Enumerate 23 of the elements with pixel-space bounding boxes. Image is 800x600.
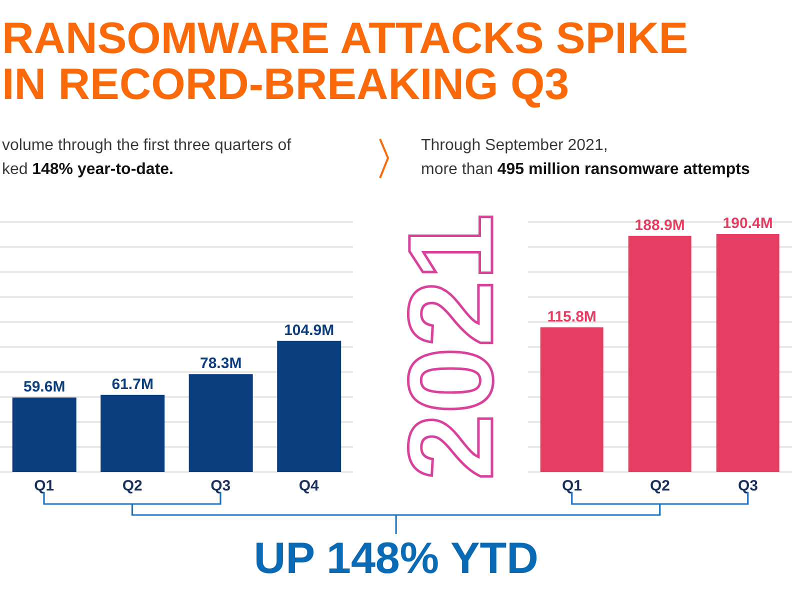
- x-tick-label: Q3: [210, 478, 231, 495]
- data-label: 78.3M: [200, 355, 242, 372]
- text: more than: [421, 161, 494, 178]
- x-tick-label: Q2: [122, 478, 142, 495]
- data-label: 190.4M: [722, 215, 773, 232]
- text: Through September 2021,: [421, 136, 609, 156]
- x-tick-label: Q3: [738, 478, 758, 495]
- x-tick-label: Q1: [562, 478, 582, 495]
- text: 495 million ransomware attempts: [497, 161, 750, 178]
- text: 148% year-to-date.: [32, 161, 174, 178]
- data-label: 61.7M: [112, 376, 154, 393]
- text: UP 148% YTD: [252, 534, 540, 583]
- data-label: 59.6M: [24, 378, 66, 396]
- chart-title: RANSOMWARE ATTACKS SPIKE IN RECORD-BREAKING Q3: [2, 14, 690, 109]
- text: volume through the first three quarters of: [2, 136, 292, 156]
- data-label: 115.8M: [547, 308, 596, 326]
- x-tick-label: Q1: [34, 478, 54, 495]
- data-label: 188.9M: [634, 216, 685, 234]
- data-label: 104.9M: [284, 322, 334, 339]
- x-tick-label: Q2: [650, 478, 670, 495]
- text: ked: [2, 161, 28, 178]
- text: 2021: [384, 214, 518, 480]
- x-tick-label: Q4: [298, 478, 320, 495]
